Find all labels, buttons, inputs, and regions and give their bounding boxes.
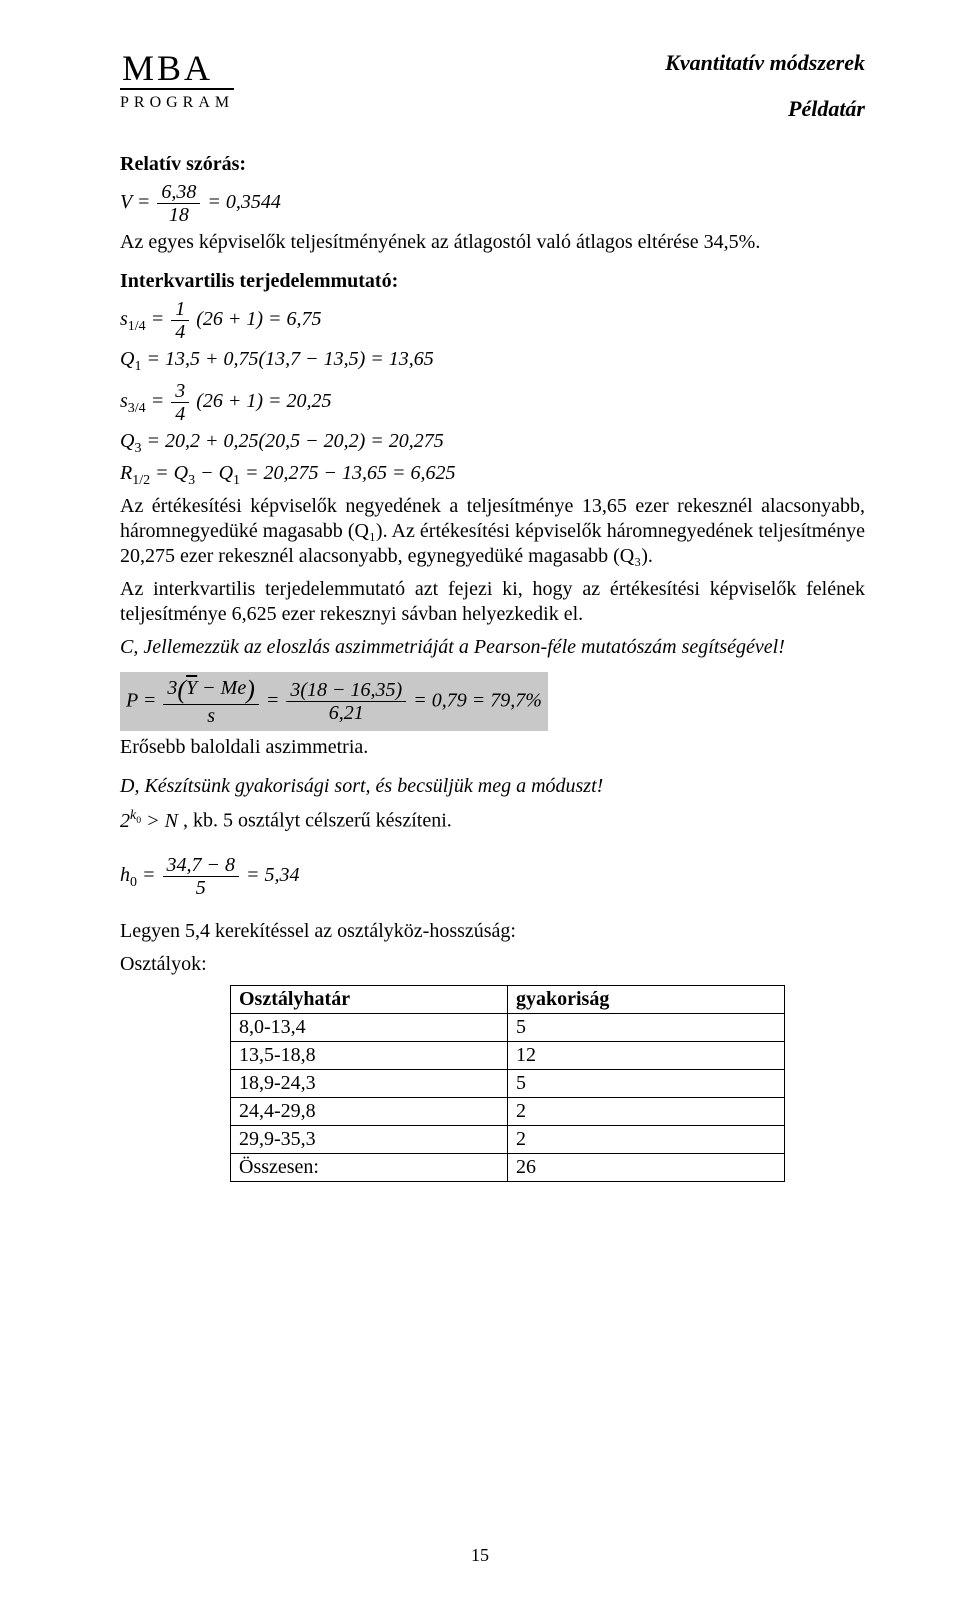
logo: MBA PROGRAM bbox=[120, 50, 234, 112]
sectionC-caption: Erősebb baloldali aszimmetria. bbox=[120, 735, 865, 760]
header-title: Kvantitatív módszerek bbox=[665, 50, 865, 76]
table-row: 8,0-13,4 5 bbox=[231, 1013, 785, 1041]
eq-pearson: P = 3(Y − Me) s = 3(18 − 16,35) 6,21 = 0… bbox=[120, 672, 548, 732]
section2-explain1: Az értékesítési képviselők negyedének a … bbox=[120, 494, 865, 569]
table-row: 18,9-24,3 5 bbox=[231, 1069, 785, 1097]
header-right: Kvantitatív módszerek Példatár bbox=[665, 50, 865, 122]
eq-s34: s3/4 = 3 4 (26 + 1) = 20,25 bbox=[120, 380, 865, 425]
page-number: 15 bbox=[0, 1545, 960, 1566]
table-row-total: Összesen: 26 bbox=[231, 1153, 785, 1181]
logo-bottom: PROGRAM bbox=[120, 94, 234, 112]
eq-h0: h0 = 34,7 − 8 5 = 5,34 bbox=[120, 854, 865, 899]
section1-title: Relatív szórás: bbox=[120, 152, 865, 177]
table-row: 29,9-35,3 2 bbox=[231, 1125, 785, 1153]
eq-r12: R1/2 = Q3 − Q1 = 20,275 − 13,65 = 6,625 bbox=[120, 461, 865, 490]
eq-q1: Q1 = 13,5 + 0,75(13,7 − 13,5) = 13,65 bbox=[120, 347, 865, 376]
table-row: 24,4-29,8 2 bbox=[231, 1097, 785, 1125]
col-header-freq: gyakoriság bbox=[508, 985, 785, 1013]
classes-label: Osztályok: bbox=[120, 952, 865, 977]
table-header-row: Osztályhatár gyakoriság bbox=[231, 985, 785, 1013]
rounding-text: Legyen 5,4 kerekítéssel az osztályköz-ho… bbox=[120, 919, 865, 944]
sectionC-title: C, Jellemezzük az eloszlás aszimmetriájá… bbox=[120, 635, 865, 660]
header-subtitle: Példatár bbox=[665, 96, 865, 122]
section2-explain2: Az interkvartilis terjedelemmutató azt f… bbox=[120, 577, 865, 627]
table-row: 13,5-18,8 12 bbox=[231, 1041, 785, 1069]
logo-top: MBA bbox=[120, 50, 234, 90]
document-body: Relatív szórás: V = 6,38 18 = 0,3544 Az … bbox=[120, 152, 865, 1182]
eq-s14: s1/4 = 1 4 (26 + 1) = 6,75 bbox=[120, 298, 865, 343]
section2-title: Interkvartilis terjedelemmutató: bbox=[120, 269, 865, 294]
page: MBA PROGRAM Kvantitatív módszerek Példat… bbox=[0, 0, 960, 1616]
section1-caption: Az egyes képviselők teljesítményének az … bbox=[120, 230, 865, 255]
eq-relative-dispersion: V = 6,38 18 = 0,3544 bbox=[120, 181, 865, 226]
page-header: MBA PROGRAM Kvantitatív módszerek Példat… bbox=[120, 50, 865, 122]
eq-q3: Q3 = 20,2 + 0,25(20,5 − 20,2) = 20,275 bbox=[120, 429, 865, 458]
sectionD-title: D, Készítsünk gyakorisági sort, és becsü… bbox=[120, 774, 865, 799]
frequency-table: Osztályhatár gyakoriság 8,0-13,4 5 13,5-… bbox=[230, 985, 785, 1182]
col-header-range: Osztályhatár bbox=[231, 985, 508, 1013]
eq-class-count: 2k0 > N , kb. 5 osztályt célszerű készít… bbox=[120, 807, 865, 834]
